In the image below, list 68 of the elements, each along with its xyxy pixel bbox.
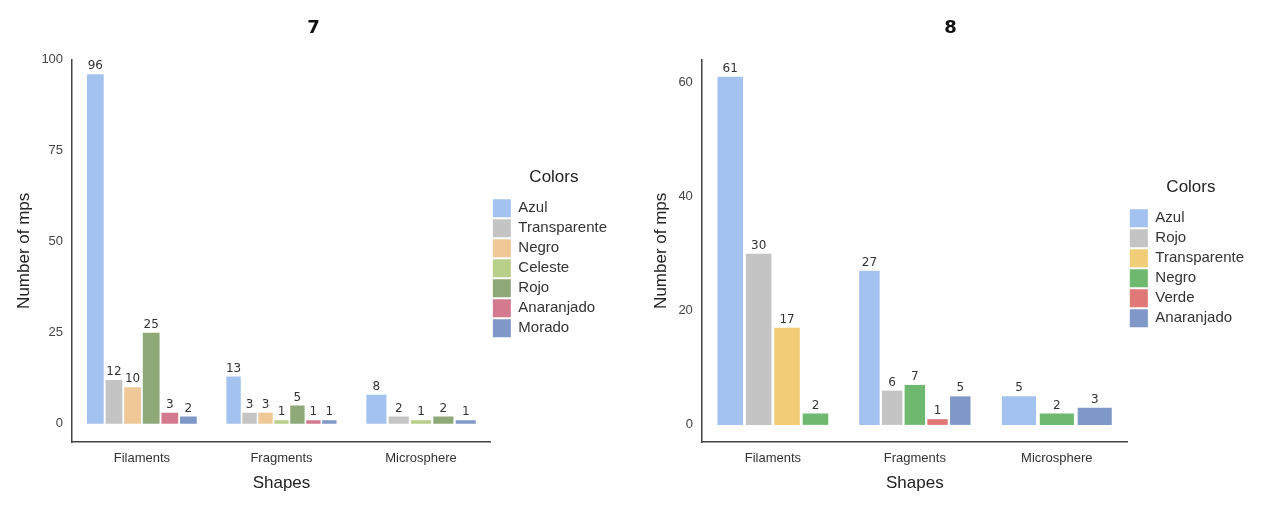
y-tick-label: 100 <box>41 51 64 67</box>
legend-label: Celeste <box>518 258 570 276</box>
data-label: 3 <box>1090 391 1099 406</box>
legend-label: Rojo <box>1155 228 1187 246</box>
data-label: 6 <box>888 374 896 389</box>
x-tick-label: Fragments <box>250 450 314 466</box>
data-label: 3 <box>261 396 270 411</box>
y-tick-label: 50 <box>48 233 64 249</box>
bar <box>927 419 948 425</box>
data-label: 2 <box>439 400 448 415</box>
data-label: 1 <box>461 404 470 419</box>
x-tick-label: Filaments <box>113 450 171 466</box>
legend-label: Rojo <box>518 278 550 296</box>
y-tick-label: 60 <box>678 74 693 90</box>
data-label: 5 <box>293 389 302 404</box>
data-label: 10 <box>124 371 141 386</box>
legend-title: Colors <box>1166 176 1216 196</box>
y-tick-label: 75 <box>48 142 64 158</box>
data-label: 30 <box>751 237 767 252</box>
data-label: 8 <box>372 378 381 393</box>
x-tick-label: Filaments <box>744 450 802 466</box>
y-tick-label: 25 <box>48 324 64 340</box>
legend-label: Morado <box>518 318 570 336</box>
legend-label: Transparente <box>518 218 608 236</box>
data-label: 12 <box>106 364 122 379</box>
data-label: 1 <box>277 404 286 419</box>
data-label: 1 <box>309 404 318 419</box>
legend-label: Anaranjado <box>518 298 596 316</box>
data-label: 96 <box>87 58 103 73</box>
legend-label: Verde <box>1155 288 1195 306</box>
data-label: 7 <box>911 369 919 384</box>
x-axis-title: Shapes <box>252 473 311 493</box>
data-label: 2 <box>394 400 403 415</box>
legend-label: Transparente <box>1155 248 1245 266</box>
data-label: 3 <box>165 396 174 411</box>
chart-title: 8 <box>944 16 957 38</box>
legend-title: Colors <box>529 166 579 186</box>
legend-label: Negro <box>1155 268 1197 286</box>
x-axis-title: Shapes <box>886 473 944 493</box>
legend-label: Azul <box>1155 208 1185 226</box>
data-label: 1 <box>933 403 942 418</box>
legend-label: Azul <box>518 198 548 216</box>
data-label: 2 <box>811 397 820 412</box>
y-axis-title: Number of mps <box>13 192 33 309</box>
data-label: 17 <box>779 311 795 326</box>
data-label: 2 <box>1053 397 1061 412</box>
data-label: 25 <box>143 316 159 331</box>
y-tick-label: 20 <box>678 302 693 318</box>
x-tick-label: Fragments <box>883 450 947 466</box>
x-tick-label: Microsphere <box>385 450 457 466</box>
data-label: 2 <box>184 400 193 415</box>
chart-title: 7 <box>307 16 320 38</box>
data-label: 5 <box>956 380 965 395</box>
data-label: 61 <box>722 60 738 75</box>
data-label: 1 <box>325 404 334 419</box>
data-label: 5 <box>1015 380 1023 395</box>
legend-label: Negro <box>518 238 560 256</box>
data-label: 27 <box>861 254 878 269</box>
y-tick-label: 0 <box>55 415 64 431</box>
bar <box>774 327 800 425</box>
y-tick-label: 40 <box>678 188 693 204</box>
data-label: 13 <box>225 360 242 375</box>
data-label: 1 <box>417 404 425 419</box>
data-label: 3 <box>245 396 254 411</box>
y-axis-title: Number of mps <box>650 192 670 309</box>
y-tick-label: 0 <box>685 416 693 432</box>
x-tick-label: Microsphere <box>1021 450 1093 466</box>
legend-label: Anaranjado <box>1155 308 1233 326</box>
